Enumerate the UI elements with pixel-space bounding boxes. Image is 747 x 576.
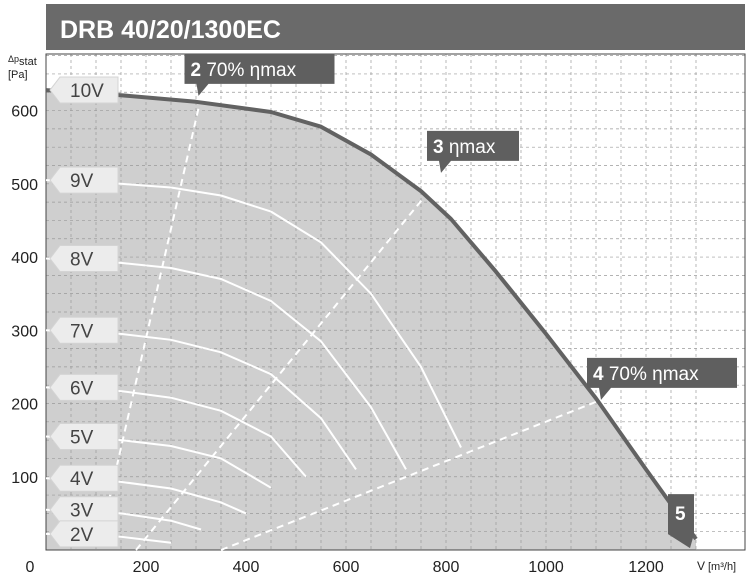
speed-tag xyxy=(49,496,119,524)
efficiency-line xyxy=(220,398,602,551)
speed-tag xyxy=(49,76,119,104)
speed-tag xyxy=(49,422,119,450)
operating-marker xyxy=(587,357,737,400)
operating-marker-label: 3 ηmax xyxy=(433,137,496,158)
speed-curve xyxy=(45,179,462,448)
speed-tag-label: 3V xyxy=(70,501,94,522)
x-tick-label: 600 xyxy=(333,559,360,576)
x-axis-label-main: V xyxy=(697,559,705,573)
axes: 200 400 600 800 1000 1200 100 200 300 400 500 600 xyxy=(11,104,664,576)
speed-tag xyxy=(49,166,119,194)
speed-tag xyxy=(49,520,119,548)
speed-tag-label: 8V xyxy=(70,250,94,271)
speed-tag xyxy=(49,373,119,401)
speed-tag-label: 9V xyxy=(70,171,94,192)
y-tick-label: 500 xyxy=(11,177,38,194)
y-axis-label-top: Δpstat xyxy=(8,54,37,68)
operating-marker xyxy=(427,130,519,173)
operating-marker-label: 2 70% ηmax xyxy=(191,60,297,81)
x-tick-label: 800 xyxy=(433,559,460,576)
y-tick-label: 300 xyxy=(11,323,38,340)
speed-tag xyxy=(49,464,119,492)
x-tick-label: 200 xyxy=(133,559,160,576)
y-tick-label: 200 xyxy=(11,397,38,414)
efficiency-lines xyxy=(105,97,602,551)
speed-tag xyxy=(49,245,119,273)
x-tick-label: 400 xyxy=(233,559,260,576)
speed-tag-label: 5V xyxy=(70,427,94,448)
speed-tag-label: 7V xyxy=(70,321,94,342)
y-tick-label: 600 xyxy=(11,104,38,121)
operating-marker xyxy=(668,494,694,549)
y-tick-label: 400 xyxy=(11,250,38,267)
speed-tag-label: 4V xyxy=(70,469,94,490)
y-tick-label: 100 xyxy=(11,470,38,487)
operating-marker-label: 5 xyxy=(675,504,686,525)
speed-curves xyxy=(45,88,698,544)
efficiency-line xyxy=(135,175,442,551)
x-axis-label-unit: [m³/h] xyxy=(708,561,736,573)
plot-frame xyxy=(45,53,746,551)
speed-tag-label: 10V xyxy=(70,81,104,102)
x-tick-label: 1000 xyxy=(528,559,564,576)
x-axis-zero-label: 0 xyxy=(26,559,35,576)
y-axis-label-unit: [Pa] xyxy=(8,69,28,81)
speed-tags: 10V 9V 8V 7V 6V 5V 4V 3V 2V xyxy=(49,76,119,548)
operating-marker xyxy=(184,53,335,96)
chart-title: DRB 40/20/1300EC xyxy=(60,16,281,44)
operating-marker-label: 4 70% ηmax xyxy=(593,364,699,385)
operating-markers: 2 70% ηmax 3 ηmax 4 70% ηmax 5 xyxy=(184,53,737,549)
max-speed-curve xyxy=(45,88,698,541)
x-tick-label: 1200 xyxy=(628,559,664,576)
speed-tag xyxy=(49,316,119,344)
speed-tag-label: 6V xyxy=(70,378,94,399)
speed-tag-label: 2V xyxy=(70,525,94,546)
speed-curve xyxy=(45,257,407,470)
speed-curve xyxy=(45,329,357,470)
chart-title-bar xyxy=(46,4,745,50)
